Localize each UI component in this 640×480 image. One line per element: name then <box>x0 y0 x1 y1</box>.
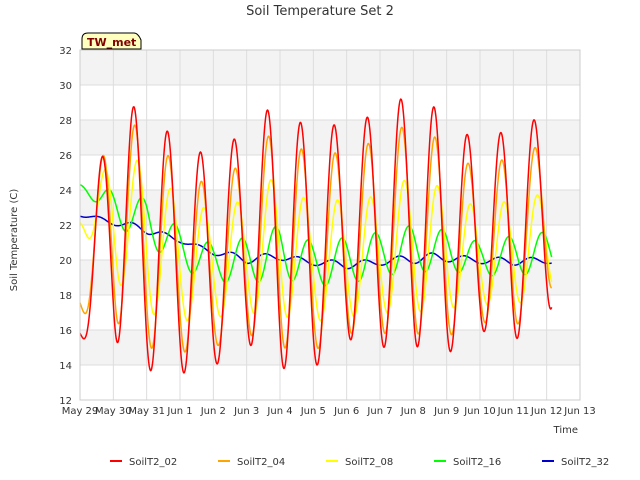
x-tick-label: May 29 <box>62 406 99 417</box>
background-band <box>80 295 580 330</box>
y-tick-label: 28 <box>59 116 72 127</box>
y-tick-label: 32 <box>59 46 72 57</box>
y-axis-label: Soil Temperature (C) <box>9 189 20 292</box>
x-tick-label: Jun 1 <box>166 406 192 417</box>
y-tick-label: 18 <box>59 291 72 302</box>
y-tick-label: 20 <box>59 256 72 267</box>
legend-item-label: SoilT2_32 <box>561 457 609 468</box>
x-tick-label: Jun 2 <box>200 406 226 417</box>
x-tick-label: Jun 7 <box>366 406 392 417</box>
series-line-soilt2-02 <box>79 98 553 374</box>
x-tick-label: Jun 12 <box>530 406 563 417</box>
series-layer <box>79 98 553 374</box>
x-tick-label: Jun 11 <box>497 406 530 417</box>
x-tick-label: Jun 13 <box>563 406 596 417</box>
background-band <box>80 330 580 365</box>
background-band <box>80 50 580 85</box>
legend-item-label: SoilT2_02 <box>129 457 177 468</box>
y-tick-label: 16 <box>59 326 72 337</box>
y-axis-ticks: 12 14 16 18 20 22 24 26 28 30 32 <box>59 46 72 407</box>
x-tick-label: Jun 4 <box>266 406 292 417</box>
y-tick-label: 14 <box>59 361 72 372</box>
x-tick-label: May 31 <box>128 406 165 417</box>
x-tick-label: Jun 8 <box>400 406 426 417</box>
x-tick-label: Jun 9 <box>433 406 459 417</box>
legend-item-label: SoilT2_08 <box>345 457 393 468</box>
y-tick-label: 30 <box>59 81 72 92</box>
legend-item-label: SoilT2_04 <box>237 457 285 468</box>
background-band <box>80 365 580 400</box>
legend-item-label: SoilT2_16 <box>453 457 501 468</box>
x-axis-label: Time <box>553 425 578 436</box>
x-tick-label: Jun 3 <box>233 406 259 417</box>
plot-frame <box>79 49 581 401</box>
series-line-soilt2-08 <box>79 159 553 322</box>
legend: SoilT2_02 SoilT2_04 SoilT2_08 SoilT2_16 Soil… <box>110 457 609 468</box>
y-tick-label: 24 <box>59 186 72 197</box>
y-tick-label: 12 <box>59 396 72 407</box>
y-tick-label: 26 <box>59 151 72 162</box>
background-band <box>80 85 580 120</box>
chart-title: Soil Temperature Set 2 <box>246 4 394 19</box>
tw-met-label: TW_met <box>87 36 136 49</box>
x-tick-label: Jun 6 <box>333 406 359 417</box>
tw-met-badge: TW_met <box>81 32 142 50</box>
x-tick-label: Jun 10 <box>463 406 496 417</box>
y-tick-label: 22 <box>59 221 72 232</box>
x-tick-label: May 30 <box>95 406 132 417</box>
series-line-soilt2-32 <box>79 215 552 270</box>
x-tick-label: Jun 5 <box>300 406 326 417</box>
